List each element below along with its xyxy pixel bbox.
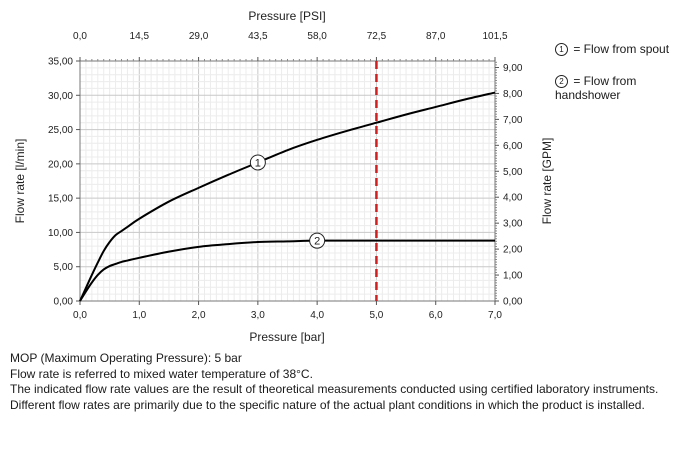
y-tick-label: 0,00 [54,297,74,308]
x2-tick-label: 58,0 [307,31,327,42]
notes-block: MOP (Maximum Operating Pressure): 5 bar … [10,351,694,413]
note-mop: MOP (Maximum Operating Pressure): 5 bar [10,351,242,365]
x-tick-label: 7,0 [488,310,502,321]
x-axis-title: Pressure [bar] [249,330,324,344]
series-1-marker [249,154,266,171]
y2-tick-label: 7,00 [503,115,523,126]
x2-tick-label: 101,5 [482,31,507,42]
x-tick-label: 5,0 [369,310,383,321]
note-measurements: The indicated flow rate values are the r… [10,382,659,396]
x-tick-label: 1,0 [132,310,146,321]
note-temperature: Flow rate is referred to mixed water tem… [10,366,313,381]
x-tick-label: 2,0 [192,310,206,321]
y2-tick-label: 9,00 [503,63,523,74]
ticks-layer: 0,0 1,0 2,0 3,0 4,0 5,0 6,0 7,0 0,0 14,5 29,0 43,5 5… [48,31,523,321]
y2-tick-label: 4,00 [503,193,523,204]
x-tick-label: 3,0 [251,310,265,321]
y2-axis-title: Flow rate [GPM] [540,138,554,225]
y2-tick-label: 6,00 [503,141,523,152]
x2-axis-title: Pressure [PSI] [248,9,325,23]
series-2-line [79,239,495,302]
legend-item-2-label: = Flow from [573,74,637,88]
y2-tick-label: 3,00 [503,219,523,230]
y-tick-label: 15,00 [48,194,73,205]
y-tick-label: 25,00 [48,125,73,136]
x2-tick-label: 43,5 [248,31,268,42]
series-2-label: 2 [314,236,320,248]
y-axis-title: Flow rate [l/min] [13,139,27,224]
y-tick-label: 35,00 [48,57,73,68]
x2-tick-label: 0,0 [73,31,87,42]
y-tick-label: 5,00 [54,262,74,273]
y2-tick-label: 5,00 [503,167,523,178]
legend-item-2-marker: 2 [555,75,568,88]
series-2-marker [309,232,326,249]
y-tick-label: 20,00 [48,159,73,170]
annotation-layer: 12 [249,61,378,301]
x2-tick-label: 14,5 [130,31,150,42]
legend-item-1: 1 = Flow from spout [555,42,669,56]
x-tick-label: 4,0 [310,310,324,321]
legend-item-2: 2 = Flow from handshower [555,74,636,102]
series-1-label: 1 [255,157,261,169]
x-tick-label: 0,0 [73,310,87,321]
y2-tick-label: 2,00 [503,245,523,256]
y-tick-label: 30,00 [48,91,73,102]
note-plant-conditions: Different flow rates are primarily due t… [10,397,645,412]
x-tick-label: 6,0 [429,310,443,321]
x2-tick-label: 29,0 [189,31,209,42]
y2-tick-label: 0,00 [503,297,523,308]
y2-tick-label: 8,00 [503,89,523,100]
x2-tick-label: 72,5 [367,31,387,42]
y2-tick-label: 1,00 [503,271,523,282]
grid-layer [79,60,496,302]
flow-rate-chart: 0,0 1,0 2,0 3,0 4,0 5,0 6,0 7,0 0,0 14,5 29,0 43,5 5… [13,9,554,344]
legend-item-1-label: = Flow from spout [573,42,670,56]
series-layer [79,91,496,302]
legend-item-2-label-cont: handshower [555,88,621,102]
series-1-line [79,91,496,302]
legend-item-1-marker: 1 [555,43,568,56]
x2-tick-label: 87,0 [426,31,446,42]
y-tick-label: 10,00 [48,228,73,239]
